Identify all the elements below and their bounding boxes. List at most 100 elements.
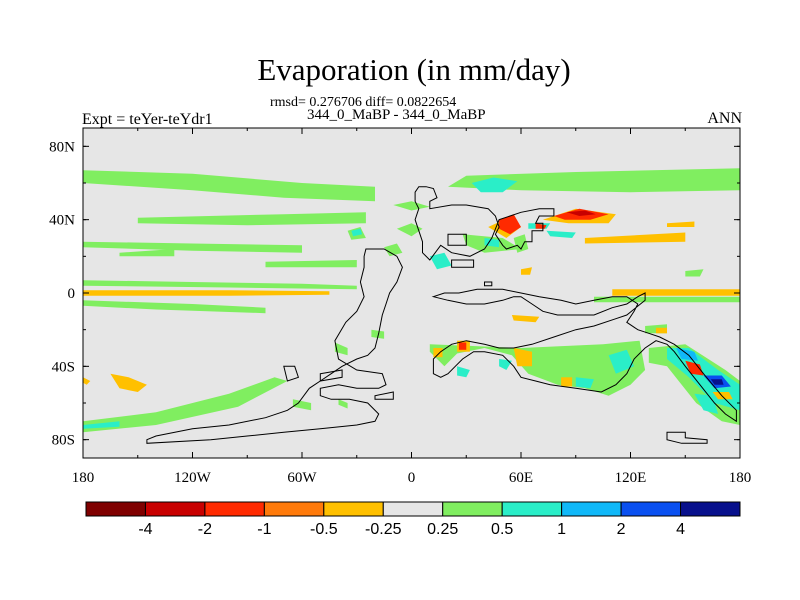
contour-patch <box>648 344 740 425</box>
y-tick-label: 40N <box>49 213 75 229</box>
colorbar-label: 0.5 <box>491 521 513 538</box>
y-tick-label: 80N <box>49 139 75 155</box>
coastline <box>319 369 343 382</box>
contour-patch <box>334 342 348 356</box>
x-tick-label: 0 <box>408 470 416 486</box>
contour-patch <box>351 228 363 237</box>
contour-patch <box>448 168 740 193</box>
colorbar-swatch <box>85 501 146 517</box>
contour-patch <box>484 238 500 248</box>
contour-patch <box>535 223 547 229</box>
coastline <box>447 233 467 246</box>
contour-patch <box>265 260 357 268</box>
contour-patch <box>513 234 529 253</box>
contour-patch <box>110 373 147 392</box>
colorbar-swatch <box>263 501 325 517</box>
coastline <box>414 186 555 261</box>
coastline <box>484 281 493 287</box>
x-tick-label: 60W <box>287 470 317 486</box>
contour-patch <box>594 296 740 303</box>
x-tick-label: 120W <box>174 470 212 486</box>
contour-patch <box>83 290 330 296</box>
contour-patch <box>338 399 348 409</box>
colorbar-label: -4 <box>138 521 152 538</box>
colorbar-label: -2 <box>198 521 212 538</box>
contour-patch <box>561 377 573 387</box>
y-tick-label: 40S <box>52 359 75 375</box>
contour-patch <box>499 214 521 235</box>
contour-patch <box>575 377 594 389</box>
contour-patch <box>566 210 596 216</box>
coastline <box>431 288 737 423</box>
chart-title: Evaporation (in mm/day) <box>257 52 571 87</box>
colorbar-swatch <box>323 501 384 517</box>
contour-patch <box>471 177 518 193</box>
contour-patch <box>667 221 695 227</box>
x-tick-label: 180 <box>729 470 752 486</box>
x-tick-label: 180 <box>72 470 95 486</box>
colorbar-swatch <box>144 501 206 517</box>
contour-patch <box>83 421 120 429</box>
contour-patch <box>457 366 470 378</box>
contour-patch <box>119 249 175 257</box>
coastline <box>451 259 475 268</box>
coastline <box>146 248 403 444</box>
contour-patch <box>584 232 686 244</box>
contour-patch <box>83 170 375 202</box>
contour-patch <box>458 342 467 350</box>
colorbar-label: 4 <box>676 521 685 538</box>
contour-patch <box>371 329 385 339</box>
experiment-label: Expt = teYer-teYdr1 <box>82 111 213 128</box>
colorbar-swatch <box>501 501 563 517</box>
contour-patch <box>511 315 540 323</box>
x-tick-label: 120E <box>615 470 647 486</box>
y-tick-label: 0 <box>68 286 76 302</box>
colorbar-swatch <box>680 501 741 517</box>
x-axis: 180 120W 60W 0 60E 120E 180 <box>72 128 752 486</box>
contour-patch <box>656 327 667 334</box>
coastline <box>666 431 708 444</box>
stats-line: rmsd= 0.276706 diff= 0.0822654 <box>270 95 457 110</box>
colorbar-swatch <box>382 501 444 517</box>
colorbar-swatch <box>204 501 265 517</box>
contour-patch <box>612 289 740 296</box>
contour-patch <box>429 252 452 270</box>
colorbar-label: 2 <box>617 521 626 538</box>
contour-patch <box>83 377 288 433</box>
contour-patch <box>546 230 576 238</box>
contour-patch <box>137 212 366 226</box>
chart-subtitle: 344_0_MaBP - 344_0_MaBP <box>307 107 486 123</box>
contour-patch <box>292 399 312 411</box>
coastline <box>283 365 300 382</box>
x-tick-label: 60E <box>509 470 533 486</box>
y-tick-label: 80S <box>52 433 75 449</box>
contour-patch <box>83 300 266 314</box>
y-axis: 80N 40N 0 40S 80S <box>49 139 740 449</box>
contour-patch <box>685 269 704 277</box>
contour-patch <box>685 360 704 376</box>
contour-patch <box>83 280 357 290</box>
contour-patch <box>521 267 532 275</box>
colorbar-swatch <box>561 501 622 517</box>
colorbar-swatch <box>442 501 503 517</box>
contour-patch <box>513 348 532 367</box>
coastline-outlines <box>146 186 737 444</box>
contour-patch <box>694 393 719 414</box>
colorbar-label: 0.25 <box>427 521 458 538</box>
contour-patch <box>384 243 403 257</box>
colorbar-label: -0.25 <box>365 521 402 538</box>
contour-patch <box>393 201 430 211</box>
coastline <box>374 391 394 400</box>
contour-fills <box>83 168 740 433</box>
contour-patch <box>396 223 423 237</box>
contour-patch <box>433 348 443 358</box>
contour-patch <box>608 349 635 374</box>
colorbar-label: -0.5 <box>310 521 338 538</box>
colorbar-label: 1 <box>557 521 566 538</box>
colorbar-label: -1 <box>257 521 271 538</box>
contour-patch <box>710 379 724 385</box>
contour-patch <box>712 392 733 400</box>
contour-patch <box>83 377 91 385</box>
contour-patch <box>83 241 302 253</box>
